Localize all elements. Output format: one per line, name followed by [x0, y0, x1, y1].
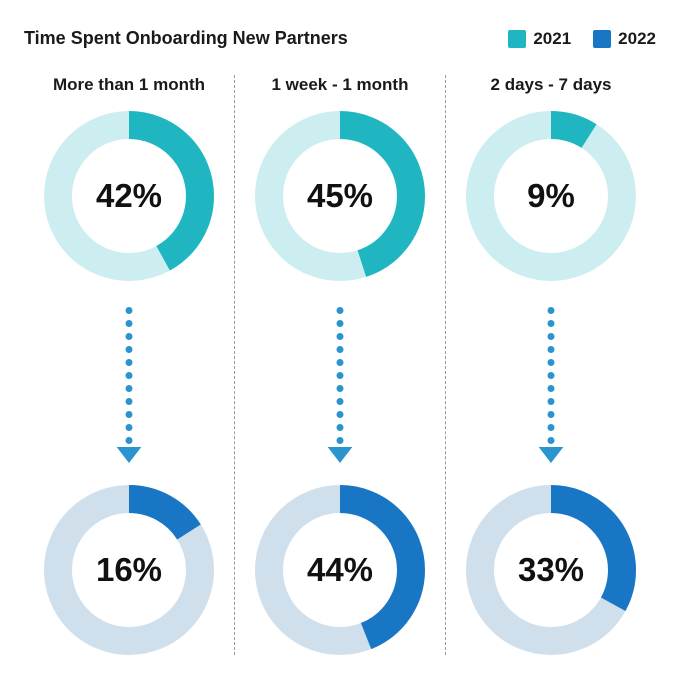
- legend-label-2021: 2021: [533, 29, 571, 49]
- donut-2021: 45%: [255, 111, 425, 281]
- column-label: 1 week - 1 month: [272, 75, 409, 95]
- donut-2022: 16%: [44, 485, 214, 655]
- donut-pct-label: 33%: [518, 551, 584, 589]
- legend-swatch-2021: [508, 30, 526, 48]
- arrow: [446, 281, 656, 485]
- donut-pct-label: 45%: [307, 177, 373, 215]
- column-label: 2 days - 7 days: [491, 75, 612, 95]
- column-0: More than 1 month 42% 16%: [24, 75, 234, 655]
- arrow: [235, 281, 445, 485]
- legend-swatch-2022: [593, 30, 611, 48]
- donut-pct-label: 9%: [527, 177, 575, 215]
- legend-item-2021: 2021: [508, 29, 571, 49]
- legend-label-2022: 2022: [618, 29, 656, 49]
- column-1: 1 week - 1 month 45% 44%: [234, 75, 445, 655]
- chart-grid: More than 1 month 42% 16% 1 week - 1 mon…: [24, 75, 656, 655]
- donut-pct-label: 42%: [96, 177, 162, 215]
- donut-2021: 42%: [44, 111, 214, 281]
- column-label: More than 1 month: [53, 75, 205, 95]
- donut-2022: 44%: [255, 485, 425, 655]
- legend: 2021 2022: [508, 29, 656, 49]
- donut-2022: 33%: [466, 485, 636, 655]
- donut-pct-label: 16%: [96, 551, 162, 589]
- arrow: [24, 281, 234, 485]
- donut-2021: 9%: [466, 111, 636, 281]
- chart-title: Time Spent Onboarding New Partners: [24, 28, 348, 49]
- donut-pct-label: 44%: [307, 551, 373, 589]
- column-2: 2 days - 7 days 9% 33%: [445, 75, 656, 655]
- legend-item-2022: 2022: [593, 29, 656, 49]
